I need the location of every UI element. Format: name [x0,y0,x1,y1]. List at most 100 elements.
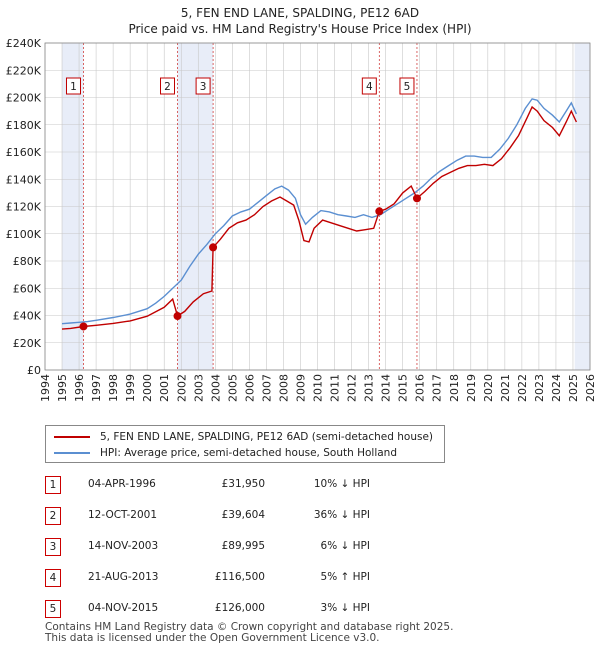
sale-point-2 [173,312,182,321]
chart-subtitle: Price paid vs. HM Land Registry's House … [128,22,472,36]
sale-marker-label-5: 5 [404,81,411,93]
legend-swatch-hpi [54,452,90,454]
sale-point-1 [79,322,88,331]
transaction-row: 1 04-APR-1996 £31,950 10% ↓ HPI [45,476,375,494]
footer: Contains HM Land Registry data © Crown c… [45,622,453,644]
transaction-hpi-diff: 6% ↓ HPI [320,540,370,552]
x-tick-label-2008: 2008 [277,374,290,402]
x-tick-label-1997: 1997 [90,374,103,402]
transaction-number: 4 [45,569,61,587]
legend-label-property: 5, FEN END LANE, SPALDING, PE12 6AD (sem… [100,431,434,443]
x-tick-label-2022: 2022 [516,374,529,402]
x-tick-label-2005: 2005 [226,374,239,402]
legend: 5, FEN END LANE, SPALDING, PE12 6AD (sem… [45,425,445,463]
x-tick-label-2026: 2026 [584,374,597,402]
y-tick-label-200000: £200K [6,92,42,105]
x-tick-label-2017: 2017 [431,374,444,402]
x-tick-label-2023: 2023 [533,374,546,402]
transaction-price: £39,604 [221,509,265,521]
y-tick-label-240000: £240K [6,37,42,50]
x-tick-label-1995: 1995 [56,374,69,402]
transaction-date: 14-NOV-2003 [88,540,159,552]
x-tick-label-1994: 1994 [39,374,52,402]
x-tick-label-2025: 2025 [567,374,580,402]
sale-marker-box-3 [195,77,211,95]
x-tick-label-2010: 2010 [312,374,325,402]
y-tick-label-60000: £60K [13,282,42,295]
x-tick-label-2015: 2015 [397,374,410,402]
x-tick-label-1996: 1996 [73,374,86,402]
transaction-number: 3 [45,538,61,556]
transaction-date: 04-NOV-2015 [88,602,159,614]
plot-frame [44,42,591,371]
axes: 1994 1995 1996 1997 1998 1999 2000 2001 2002 2003… [6,37,597,402]
hpi-line [61,98,578,325]
y-tick-label-100000: £100K [6,228,42,241]
series-lines [61,98,578,330]
y-tick-label-180000: £180K [6,119,42,132]
legend-item-hpi: HPI: Average price, semi-detached house,… [54,445,397,461]
sale-marker-box-1 [65,77,81,95]
property-price-line [61,105,578,330]
legend-label-hpi: HPI: Average price, semi-detached house,… [100,447,397,459]
transaction-row: 3 14-NOV-2003 £89,995 6% ↓ HPI [45,538,375,556]
x-tick-label-2020: 2020 [482,374,495,402]
x-tick-label-2016: 2016 [414,374,427,402]
y-tick-label-40000: £40K [13,310,42,323]
sale-marker-box-2 [160,77,176,95]
sale-marker-label-1: 1 [70,81,77,93]
y-tick-label-0: £0 [27,364,41,377]
y-tick-label-120000: £120K [6,201,42,214]
transaction-price: £89,995 [221,540,265,552]
x-tick-label-2006: 2006 [243,374,256,402]
price-chart: 1 2 3 4 5 1994 1995 1996 1997 1998 1999 2000 2001 20… [6,37,597,402]
gridlines [44,42,591,371]
x-tick-label-2019: 2019 [465,374,478,402]
x-tick-label-2009: 2009 [294,374,307,402]
footer-copyright: Contains HM Land Registry data © Crown c… [45,621,454,633]
transaction-number: 1 [45,476,61,494]
legend-item-property: 5, FEN END LANE, SPALDING, PE12 6AD (sem… [54,429,433,445]
sale-point-3 [209,243,218,252]
sale-marker-label-4: 4 [366,81,373,93]
x-tick-label-1999: 1999 [124,374,137,402]
x-tick-label-2007: 2007 [260,374,273,402]
transaction-hpi-diff: 5% ↑ HPI [320,571,370,583]
x-tick-label-1998: 1998 [107,374,120,402]
x-tick-label-2013: 2013 [363,374,376,402]
x-tick-label-2014: 2014 [380,374,393,402]
y-tick-label-220000: £220K [6,64,42,77]
legend-swatch-property [54,436,90,438]
y-tick-label-80000: £80K [13,255,42,268]
sale-marker-box-4 [361,77,377,95]
transaction-hpi-diff: 36% ↓ HPI [313,509,370,521]
footer-licence: This data is licensed under the Open Gov… [45,632,380,644]
x-tick-label-2000: 2000 [141,374,154,402]
x-tick-label-2012: 2012 [346,374,359,402]
sale-point-4 [375,207,384,216]
x-tick-label-2024: 2024 [550,374,563,402]
transaction-row: 2 12-OCT-2001 £39,604 36% ↓ HPI [45,507,375,525]
y-tick-label-160000: £160K [6,146,42,159]
transaction-number: 2 [45,507,61,525]
sale-marker-label-3: 3 [200,81,207,93]
sale-points [79,194,421,331]
transaction-price: £116,500 [214,571,265,583]
x-tick-label-2011: 2011 [329,374,342,402]
x-tick-label-2018: 2018 [448,374,461,402]
chart-title: 5, FEN END LANE, SPALDING, PE12 6AD [180,6,420,20]
transaction-date: 12-OCT-2001 [88,509,157,521]
transaction-date: 04-APR-1996 [88,478,156,490]
transaction-date: 21-AUG-2013 [88,571,159,583]
transaction-row: 5 04-NOV-2015 £126,000 3% ↓ HPI [45,600,375,618]
sale-marker-box-5 [399,77,415,95]
sale-markers: 1 2 3 4 5 [65,77,415,95]
y-tick-label-20000: £20K [13,337,42,350]
x-tick-label-2021: 2021 [499,374,512,402]
transaction-row: 4 21-AUG-2013 £116,500 5% ↑ HPI [45,569,375,587]
transaction-price: £31,950 [221,478,265,490]
sale-point-5 [412,194,421,203]
transaction-hpi-diff: 10% ↓ HPI [313,478,370,490]
transaction-number: 5 [45,600,61,618]
y-tick-label-140000: £140K [6,173,42,186]
